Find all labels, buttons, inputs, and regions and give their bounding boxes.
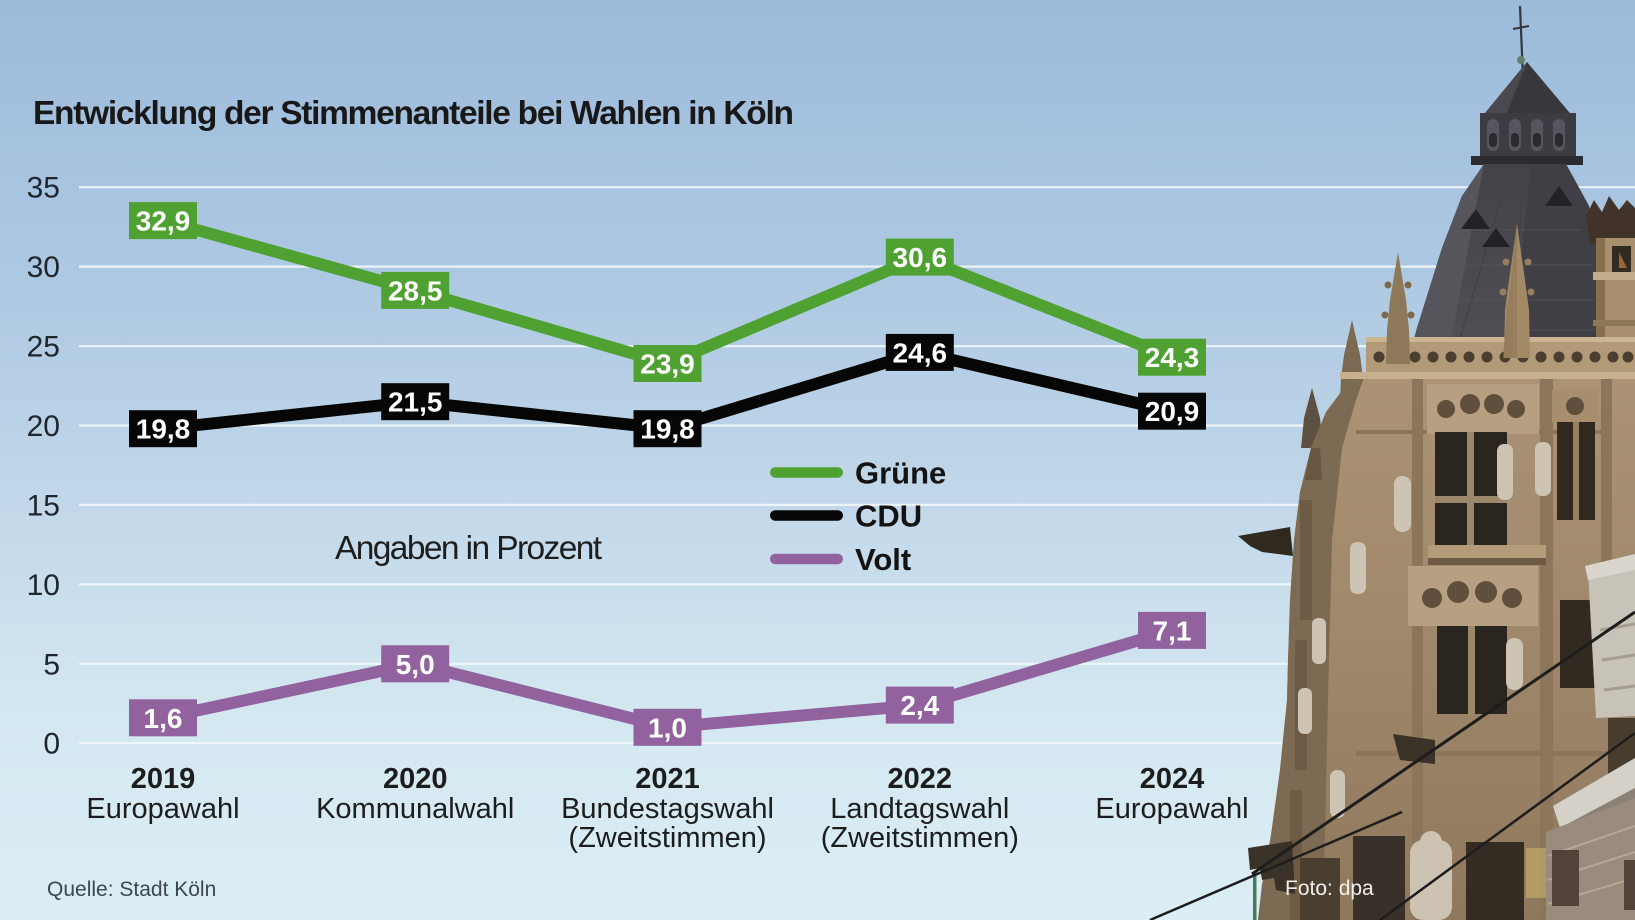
- svg-text:2022: 2022: [888, 763, 953, 795]
- svg-text:Europawahl: Europawahl: [86, 793, 239, 825]
- svg-text:5,0: 5,0: [396, 649, 435, 680]
- svg-text:5: 5: [43, 648, 60, 681]
- svg-text:30: 30: [27, 251, 60, 284]
- svg-text:2,4: 2,4: [900, 690, 939, 721]
- svg-text:2024: 2024: [1140, 763, 1205, 795]
- svg-text:Grüne: Grüne: [855, 456, 946, 491]
- svg-text:Volt: Volt: [855, 542, 911, 577]
- svg-text:24,6: 24,6: [893, 337, 948, 368]
- svg-text:2021: 2021: [635, 763, 700, 795]
- svg-text:0: 0: [43, 728, 60, 761]
- svg-text:Kommunalwahl: Kommunalwahl: [316, 793, 514, 825]
- svg-text:Quelle: Stadt Köln: Quelle: Stadt Köln: [47, 878, 216, 901]
- svg-text:Europawahl: Europawahl: [1095, 793, 1248, 825]
- svg-text:20: 20: [27, 410, 60, 443]
- svg-text:2019: 2019: [131, 763, 196, 795]
- svg-text:28,5: 28,5: [388, 275, 443, 306]
- svg-text:25: 25: [27, 331, 60, 364]
- svg-text:35: 35: [27, 172, 60, 205]
- svg-text:1,0: 1,0: [648, 712, 687, 743]
- svg-text:Entwicklung der Stimmenanteile: Entwicklung der Stimmenanteile bei Wahle…: [33, 95, 793, 132]
- svg-text:Foto: dpa: Foto: dpa: [1285, 877, 1374, 900]
- svg-text:CDU: CDU: [855, 499, 922, 534]
- svg-text:Angaben in Prozent: Angaben in Prozent: [335, 530, 603, 567]
- svg-text:(Zweitstimmen): (Zweitstimmen): [568, 822, 766, 854]
- svg-text:21,5: 21,5: [388, 387, 443, 418]
- svg-text:19,8: 19,8: [640, 414, 695, 445]
- svg-text:10: 10: [27, 569, 60, 602]
- svg-text:20,9: 20,9: [1145, 396, 1200, 427]
- svg-text:(Zweitstimmen): (Zweitstimmen): [821, 822, 1019, 854]
- svg-text:15: 15: [27, 489, 60, 522]
- svg-text:23,9: 23,9: [640, 349, 695, 380]
- svg-text:7,1: 7,1: [1153, 615, 1192, 646]
- svg-text:19,8: 19,8: [136, 414, 191, 445]
- svg-text:1,6: 1,6: [144, 703, 183, 734]
- svg-text:2020: 2020: [383, 763, 448, 795]
- svg-text:24,3: 24,3: [1145, 342, 1200, 373]
- svg-text:32,9: 32,9: [136, 206, 191, 237]
- svg-text:Landtagswahl: Landtagswahl: [830, 793, 1009, 825]
- svg-text:Bundestagswahl: Bundestagswahl: [561, 793, 774, 825]
- svg-text:30,6: 30,6: [893, 242, 948, 273]
